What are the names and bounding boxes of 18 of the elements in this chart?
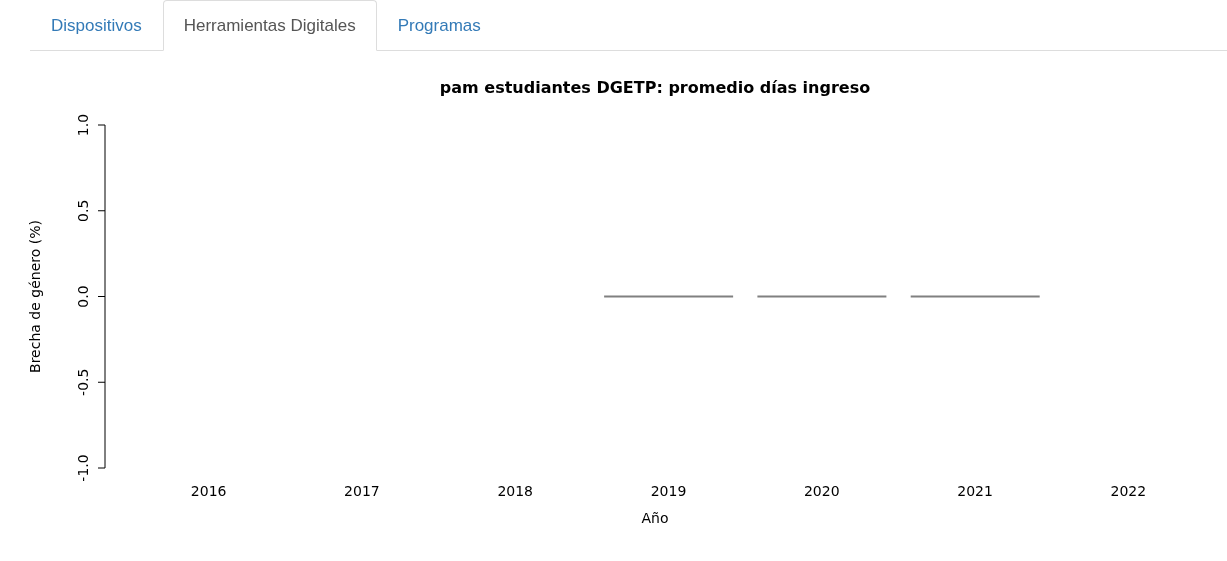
y-tick-label: -1.0: [75, 454, 91, 482]
x-tick-label: 2018: [497, 482, 534, 499]
y-tick-label: -0.5: [75, 368, 91, 396]
chart-title: pam estudiantes DGETP: promedio días ingreso: [438, 78, 872, 97]
x-axis-title: Año: [641, 510, 669, 526]
x-tick-label: 2021: [957, 482, 993, 499]
text: Herramientas Digitales: [162, 0, 377, 51]
x-tick-label: 2022: [1110, 482, 1147, 499]
text: Dispositivos: [30, 0, 163, 50]
y-tick-label: 0.0: [75, 285, 91, 308]
x-tick-label: 2016: [190, 482, 227, 499]
y-axis-title: Brecha de género (%): [26, 220, 43, 373]
x-tick-label: 2019: [650, 482, 687, 499]
x-tick-label: 2020: [803, 482, 840, 499]
x-tick-label: 2017: [344, 482, 380, 499]
y-tick-label: 0.5: [75, 199, 91, 222]
y-tick-label: 1.0: [75, 113, 91, 137]
text: Programas: [376, 0, 502, 50]
